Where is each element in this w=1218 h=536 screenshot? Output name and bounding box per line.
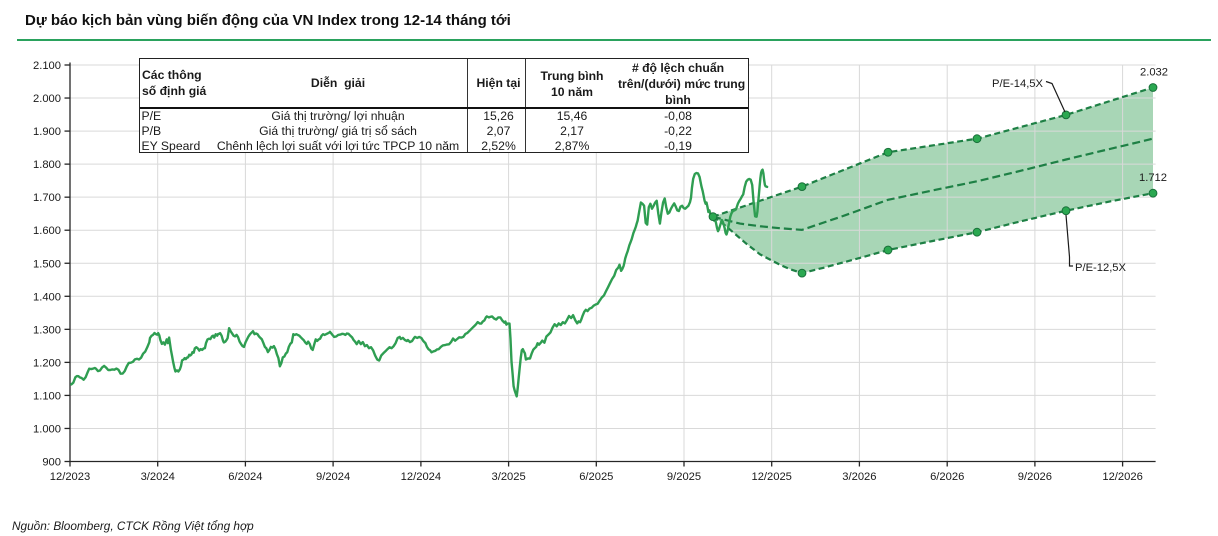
svg-text:12/2024: 12/2024 [401, 471, 441, 483]
svg-text:12/2025: 12/2025 [751, 471, 791, 483]
svg-text:3/2024: 3/2024 [141, 471, 175, 483]
svg-text:3/2025: 3/2025 [491, 471, 525, 483]
svg-text:1.000: 1.000 [33, 423, 61, 435]
svg-text:1.800: 1.800 [33, 159, 61, 171]
svg-text:6/2024: 6/2024 [228, 471, 262, 483]
svg-text:1.200: 1.200 [33, 357, 61, 369]
svg-text:2.100: 2.100 [33, 60, 61, 72]
svg-text:1.600: 1.600 [33, 225, 61, 237]
svg-text:1.500: 1.500 [33, 258, 61, 270]
svg-text:9/2025: 9/2025 [667, 471, 701, 483]
svg-text:2.032: 2.032 [1140, 67, 1168, 79]
svg-text:1.700: 1.700 [33, 192, 61, 204]
svg-text:9/2026: 9/2026 [1018, 471, 1052, 483]
svg-text:12/2026: 12/2026 [1102, 471, 1142, 483]
svg-text:P/E-14,5X: P/E-14,5X [992, 78, 1044, 90]
svg-text:1.712: 1.712 [1139, 172, 1167, 184]
svg-text:3/2026: 3/2026 [842, 471, 876, 483]
svg-text:1.100: 1.100 [33, 390, 61, 402]
svg-text:1.300: 1.300 [33, 324, 61, 336]
svg-text:1.900: 1.900 [33, 126, 61, 138]
svg-text:2.000: 2.000 [33, 93, 61, 105]
svg-text:12/2023: 12/2023 [50, 471, 90, 483]
svg-text:6/2025: 6/2025 [579, 471, 613, 483]
svg-text:6/2026: 6/2026 [930, 471, 964, 483]
svg-text:1.400: 1.400 [33, 291, 61, 303]
svg-text:900: 900 [42, 457, 61, 469]
svg-text:P/E-12,5X: P/E-12,5X [1075, 262, 1127, 274]
svg-text:9/2024: 9/2024 [316, 471, 350, 483]
